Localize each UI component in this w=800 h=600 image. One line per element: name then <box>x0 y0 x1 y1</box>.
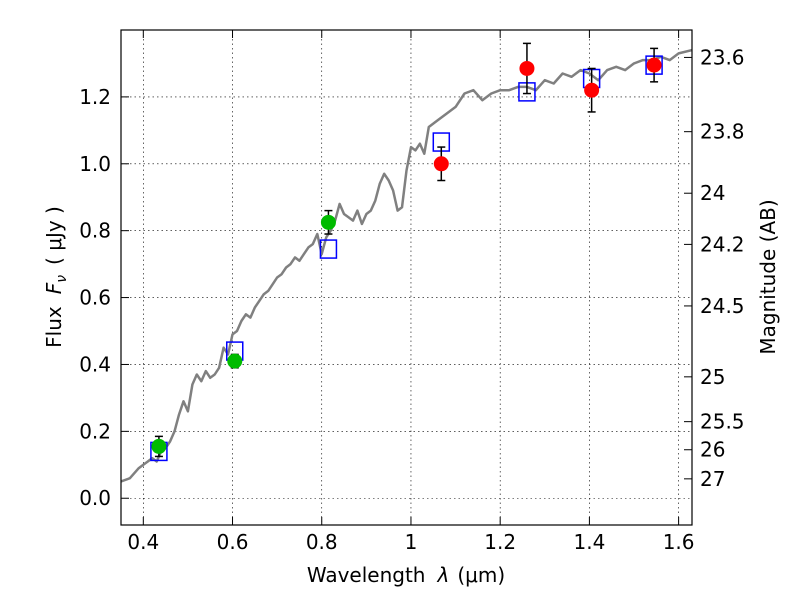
photometry-point <box>646 57 662 73</box>
photometry-point <box>227 353 243 369</box>
x-tick-label: 0.6 <box>217 530 249 554</box>
x-tick-label: 1.6 <box>663 530 695 554</box>
photometry-point <box>151 438 167 454</box>
y-tick-label: 0.6 <box>79 286 111 310</box>
y-tick-label: 0.2 <box>79 419 111 443</box>
y2-tick-label: 24.5 <box>700 294 745 318</box>
y2-tick-label: 25.5 <box>700 410 745 434</box>
photometry-point <box>584 82 600 98</box>
data-layer <box>121 42 692 483</box>
x-tick-label: 1.2 <box>484 530 516 554</box>
x-tick-label: 0.8 <box>306 530 338 554</box>
model-photometry-square <box>319 239 338 259</box>
y-axis-title: FluxFν( μJy ) <box>42 206 70 348</box>
y-tick-label: 1.2 <box>79 85 111 109</box>
x-axis-title: Wavelength λ (μm) <box>307 563 505 587</box>
plot-area <box>121 30 692 525</box>
y2-axis-title: Magnitude (AB) <box>756 199 780 354</box>
y2-tick-label: 24.2 <box>700 232 745 256</box>
tick-labels: 0.4 0.6 0.8 1 1.2 1.4 1.6 0.0 0.2 0.4 0.6 0.8 1.0 1.2… <box>79 45 744 554</box>
y2-tick-label: 26 <box>700 438 725 462</box>
y2-tick-label: 23.8 <box>700 120 745 144</box>
spectrum-line <box>121 48 692 483</box>
y-tick-label: 0.4 <box>79 352 111 376</box>
plot-frame <box>120 29 693 526</box>
photometry-point <box>519 60 535 76</box>
y-tick-label: 0.8 <box>79 219 111 243</box>
y-tick-label: 0.0 <box>79 486 111 510</box>
grid <box>121 30 692 525</box>
photometry-point <box>433 156 449 172</box>
y2-tick-label: 25 <box>700 365 725 389</box>
x-tick-label: 0.4 <box>127 530 159 554</box>
ticks <box>121 30 692 525</box>
photometry-point <box>320 214 336 230</box>
y2-tick-label: 23.6 <box>700 45 745 69</box>
x-tick-label: 1.4 <box>573 530 605 554</box>
y-tick-label: 1.0 <box>79 152 111 176</box>
x-tick-label: 1 <box>405 530 418 554</box>
y2-tick-label: 27 <box>700 467 725 491</box>
y2-tick-label: 24 <box>700 181 725 205</box>
